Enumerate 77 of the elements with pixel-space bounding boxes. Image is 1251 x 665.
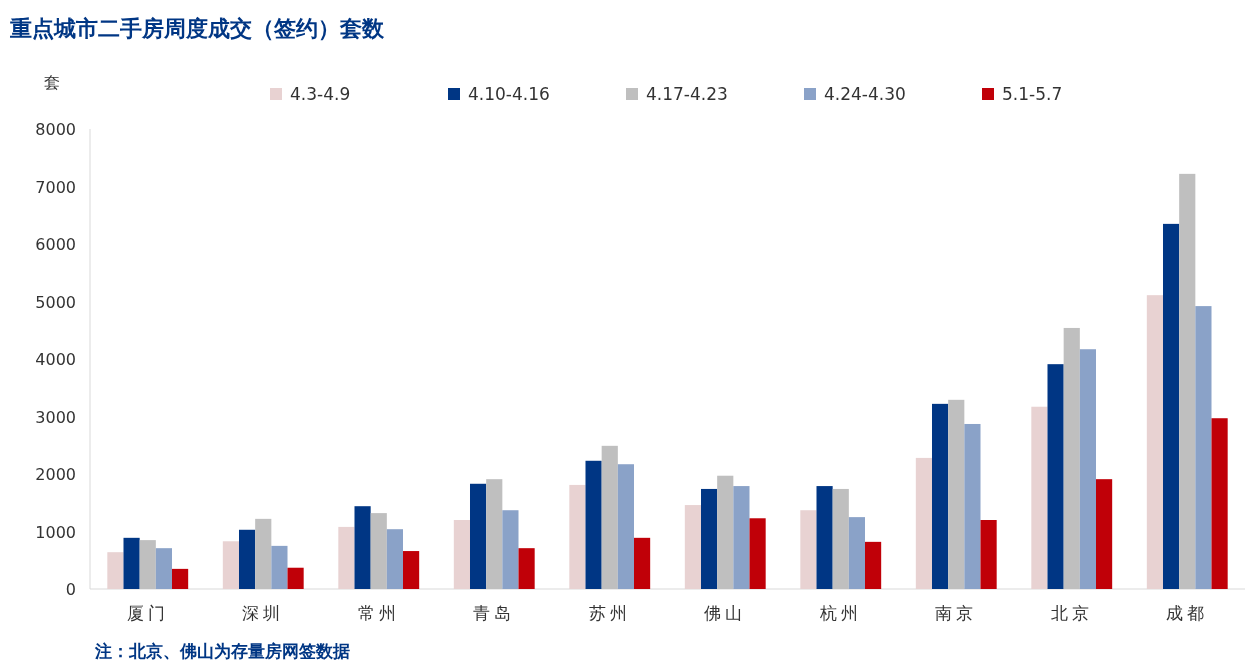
bar [915,457,932,589]
legend-label: 4.3-4.9 [290,84,351,104]
bar [1195,306,1212,589]
bar [701,488,718,589]
y-tick-label: 7000 [35,177,76,197]
bar [1079,349,1096,589]
bar [617,464,635,589]
bar [848,517,866,589]
bar [403,551,420,589]
bar [601,445,618,589]
bar [585,460,602,589]
chart-title: 重点城市二手房周度成交（签约）套数 [9,16,385,41]
bar [255,518,272,589]
bar [271,545,288,589]
y-tick-label: 0 [65,580,76,599]
legend-label: 4.24-4.30 [824,84,906,104]
bar [470,483,487,589]
bar [1146,295,1163,589]
x-tick-label: 佛山 [704,603,747,623]
bar [932,403,949,589]
bar [964,423,981,589]
legend-label: 5.1-5.7 [1002,84,1063,104]
bar [1047,364,1064,589]
bar [832,488,849,589]
x-tick-label: 南京 [935,603,978,623]
y-tick-label: 3000 [35,407,76,427]
bar [800,510,817,589]
x-tick-label: 常州 [357,603,400,623]
x-tick-label: 厦门 [126,603,169,623]
bar [865,541,882,589]
bar [1096,479,1113,589]
bar [816,486,833,589]
bar [684,505,701,589]
x-tick-label: 北京 [1050,603,1093,623]
bar [1063,327,1080,589]
x-tick-label: 成都 [1166,603,1209,623]
bar [733,486,750,589]
bar [1031,406,1048,589]
bar [139,540,156,589]
bar [1162,223,1180,589]
y-axis-title: 套 [44,73,60,92]
bar [486,479,503,589]
bar [386,529,404,589]
bar [370,513,387,589]
legend-label: 4.10-4.16 [468,84,550,104]
bar [107,552,124,589]
text: 注：北京、佛山为存量房网签数据 [94,641,350,661]
bar [980,520,997,589]
y-tick-label: 1000 [35,522,76,542]
bar [155,548,173,589]
bar [518,548,535,589]
y-tick-label: 5000 [35,292,76,312]
bar [222,541,239,589]
bar [1179,173,1196,589]
bar [1211,418,1228,589]
y-tick-label: 2000 [35,465,76,484]
x-tick-label: 苏州 [588,603,631,623]
bar [123,537,140,589]
y-tick-label: 6000 [35,235,76,254]
y-tick-label: 8000 [35,120,76,139]
y-tick-label: 4000 [35,350,76,369]
bar [453,520,470,589]
bar [354,506,371,589]
bar [502,510,519,589]
bar [634,537,651,589]
bar [717,475,734,589]
bar [569,484,586,589]
x-tick-label: 青岛 [473,603,516,623]
bar [239,529,256,589]
x-tick-label: 杭州 [818,603,862,623]
bar [948,399,965,589]
bar [287,567,304,589]
bar [749,518,766,589]
bar [338,526,355,589]
legend-label: 4.17-4.23 [646,84,728,104]
x-tick-label: 深圳 [242,603,285,623]
bar [172,568,189,589]
